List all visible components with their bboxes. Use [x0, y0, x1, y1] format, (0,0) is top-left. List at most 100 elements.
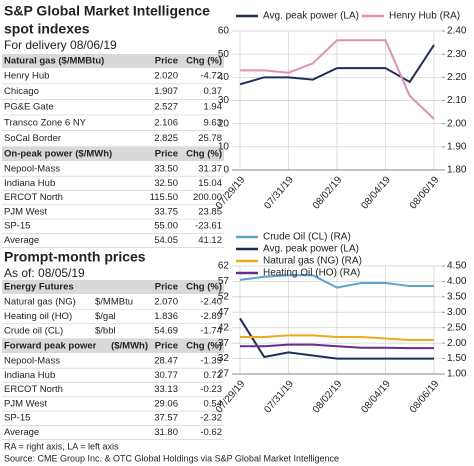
table-cell: 9.63 [204, 117, 223, 128]
table-cell: 28.47 [154, 356, 178, 367]
table-cell: Crude oil (CL) [4, 326, 63, 337]
y2-tick-label: 4.00 [447, 276, 467, 287]
table-cell: -1.74 [200, 326, 222, 337]
series-line [239, 317, 434, 360]
table-header: Price [155, 282, 178, 293]
table-cell: 0.54 [204, 398, 223, 409]
table-cell: $/gal [95, 311, 116, 322]
y-tick-label: 20 [218, 118, 230, 129]
subtitle: spot indexes [4, 21, 90, 37]
y2-tick-label: 1.90 [447, 141, 467, 152]
y2-tick-label: 2.00 [447, 118, 467, 129]
table-cell: 115.50 [150, 192, 178, 203]
table-cell: 0.37 [204, 86, 223, 97]
table-header: Natural gas ($/MMBtu) [4, 56, 104, 67]
series-line [240, 343, 434, 350]
table-cell: 54.69 [154, 326, 178, 337]
table-cell: Indiana Hub [4, 178, 55, 189]
table-cell: 55.00 [154, 221, 178, 232]
table-cell: -0.62 [200, 427, 222, 438]
table-header: On-peak power ($/MWh) [4, 149, 112, 160]
table-cell: 29.06 [154, 398, 178, 409]
table-cell: 1.836 [154, 311, 178, 322]
table-cell: Indiana Hub [4, 370, 55, 381]
table-cell: Average [4, 235, 39, 246]
table-cell: PJM West [4, 206, 47, 217]
table-header: Chg (%) [186, 149, 222, 160]
y-tick-label: 37 [218, 338, 230, 349]
y2-tick-label: 1.80 [447, 165, 467, 176]
table-cell: 2.020 [154, 71, 178, 82]
table-cell: 23.85 [198, 206, 222, 217]
table-cell: ERCOT North [4, 192, 63, 203]
table-cell: 25.78 [198, 133, 222, 144]
table-cell: Natural gas (NG) [4, 297, 76, 308]
table-cell: 2.106 [154, 117, 178, 128]
y-tick-label: 27 [218, 369, 230, 380]
table-cell: 31.80 [154, 427, 178, 438]
y-tick-label: 57 [218, 276, 230, 287]
legend-label: Crude Oil (CL) (RA) [263, 232, 351, 243]
table-cell: PG&E Gate [4, 102, 54, 113]
table-header: Energy Futures [4, 282, 74, 293]
table-cell: 2.527 [154, 102, 178, 113]
title: S&P Global Market Intelligence [4, 3, 210, 19]
table-cell: Nepool-Mass [4, 164, 60, 175]
table-cell: $/MMBtu [95, 297, 133, 308]
legend-label: Heating Oil (HO) (RA) [263, 268, 360, 279]
table-header: Forward peak power [4, 341, 97, 352]
y-tick-label: 62 [218, 261, 230, 272]
table-cell: 0.72 [204, 370, 223, 381]
table-header-bg [2, 54, 224, 68]
y-tick-label: 60 [218, 26, 230, 37]
y2-tick-label: 2.30 [447, 49, 467, 60]
table-cell: SP-15 [4, 413, 30, 424]
table-cell: 1.907 [154, 86, 178, 97]
y-tick-label: 47 [218, 307, 230, 318]
table-cell: 2.070 [154, 297, 178, 308]
table-header: Chg (%) [186, 56, 222, 67]
table-header: Chg (%) [186, 341, 222, 352]
table-header: Chg (%) [186, 282, 222, 293]
table-header: Price [155, 341, 178, 352]
table-cell: 1.94 [204, 102, 223, 113]
table-cell: -0.23 [200, 384, 222, 395]
table-cell: -2.32 [200, 413, 222, 424]
y-tick-label: 40 [218, 72, 230, 83]
table-cell: 33.50 [154, 164, 178, 175]
table-cell: 33.75 [154, 206, 178, 217]
y2-tick-label: 4.50 [447, 261, 467, 272]
y2-tick-label: 1.00 [447, 369, 467, 380]
y2-tick-label: 2.50 [447, 322, 467, 333]
legend-label: Avg. peak power (LA) [263, 244, 359, 255]
table-header: Price [155, 56, 178, 67]
as-of: As of: 08/05/19 [4, 266, 85, 280]
delivery: For delivery 08/06/19 [4, 38, 117, 52]
table-header-bg [2, 147, 224, 161]
table-cell: ERCOT North [4, 384, 63, 395]
table-cell: 41.12 [198, 235, 222, 246]
table-cell: 32.50 [154, 178, 178, 189]
series-line [239, 274, 434, 289]
series-line [240, 39, 435, 120]
table-header-bg [2, 280, 224, 294]
note: RA = right axis, LA = left axis [4, 441, 119, 451]
table-cell: 200.00 [193, 192, 222, 203]
y-tick-label: 10 [218, 141, 230, 152]
table-cell: Henry Hub [4, 71, 49, 82]
y2-tick-label: 3.00 [447, 307, 467, 318]
y2-tick-label: 2.10 [447, 95, 467, 106]
table-cell: 30.77 [154, 370, 178, 381]
table-cell: -2.40 [200, 297, 222, 308]
table-cell: Nepool-Mass [4, 356, 60, 367]
table-cell: -4.72 [200, 71, 222, 82]
y-tick-label: 52 [218, 291, 230, 302]
y-tick-label: 32 [218, 353, 230, 364]
y2-tick-label: 2.20 [447, 72, 467, 83]
table-header: Price [155, 149, 178, 160]
series-line [240, 334, 434, 342]
y2-tick-label: 3.50 [447, 291, 467, 302]
y-tick-label: 30 [218, 95, 230, 106]
table-cell: SP-15 [4, 221, 30, 232]
